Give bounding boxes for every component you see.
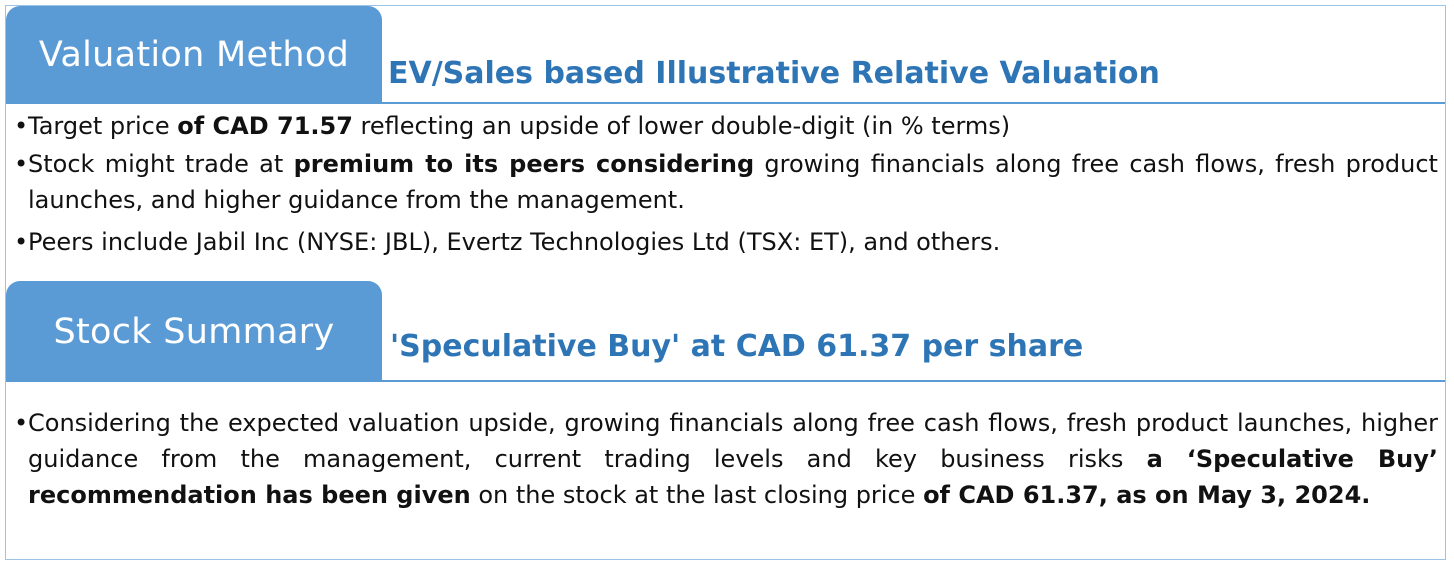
valuation-bullet-2: • Stock might trade at premium to its pe… xyxy=(14,146,1438,218)
stock-summary-bullet: • Considering the expected valuation ups… xyxy=(14,405,1438,513)
valuation-method-tab-label: Valuation Method xyxy=(38,35,350,75)
content-frame xyxy=(5,5,1446,560)
valuation-bullet-3: • Peers include Jabil Inc (NYSE: JBL), E… xyxy=(14,224,1438,260)
bullet-text: Target price of CAD 71.57 reflecting an … xyxy=(28,112,1011,140)
bullet-glyph: • xyxy=(14,150,29,178)
bullet-text: Stock might trade at premium to its peer… xyxy=(28,150,1438,214)
valuation-heading: EV/Sales based Illustrative Relative Val… xyxy=(388,56,1160,91)
bullet-text: Considering the expected valuation upsid… xyxy=(28,409,1438,509)
stock-summary-divider xyxy=(382,380,1445,382)
valuation-method-tab: Valuation Method xyxy=(6,6,382,104)
stock-summary-heading: 'Speculative Buy' at CAD 61.37 per share xyxy=(390,329,1084,364)
valuation-divider xyxy=(382,102,1445,104)
bullet-glyph: • xyxy=(14,409,29,437)
bullet-text: Peers include Jabil Inc (NYSE: JBL), Eve… xyxy=(28,228,1001,256)
stock-summary-tab: Stock Summary xyxy=(6,281,382,382)
bullet-glyph: • xyxy=(14,228,29,256)
valuation-bullet-1: • Target price of CAD 71.57 reflecting a… xyxy=(14,108,1438,144)
stock-summary-tab-label: Stock Summary xyxy=(53,311,335,352)
bullet-glyph: • xyxy=(14,112,29,140)
